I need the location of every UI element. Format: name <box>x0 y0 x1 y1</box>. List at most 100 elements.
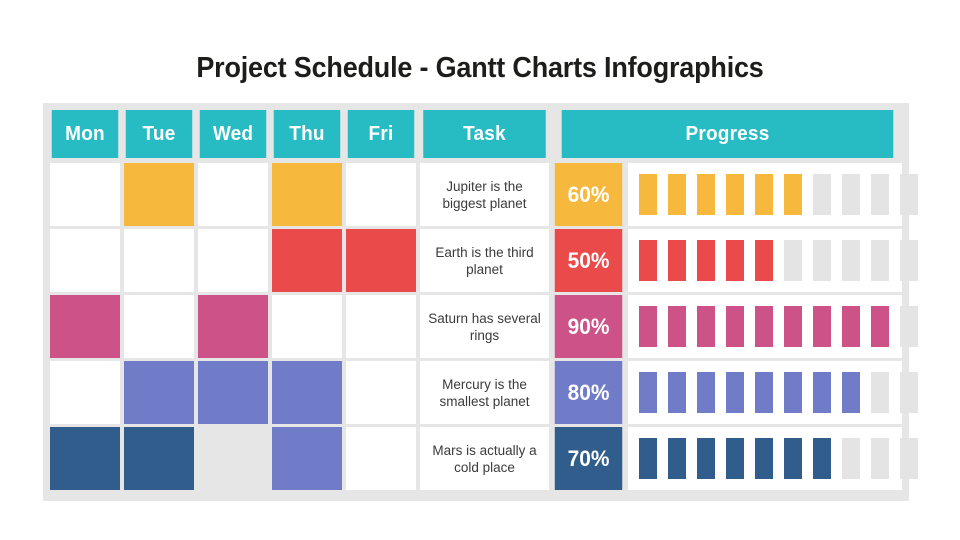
gantt-bar[interactable] <box>124 163 194 226</box>
progress-segment-filled <box>668 174 686 215</box>
column-header-fri[interactable]: Fri <box>347 110 415 158</box>
progress-segment-filled <box>755 306 773 347</box>
progress-percent: 80% <box>554 361 623 424</box>
day-cell-fri[interactable] <box>346 163 416 226</box>
progress-segment-filled <box>784 372 802 413</box>
progress-segment-empty <box>813 240 831 281</box>
progress-segment-filled <box>639 372 657 413</box>
progress-segment-empty <box>871 372 889 413</box>
gantt-bar[interactable] <box>50 427 120 490</box>
day-cell-mon[interactable] <box>50 361 120 424</box>
progress-segment-filled <box>784 174 802 215</box>
progress-segment-filled <box>842 372 860 413</box>
progress-segment-filled <box>639 306 657 347</box>
column-header-thu[interactable]: Thu <box>273 110 341 158</box>
progress-segments <box>628 295 918 358</box>
progress-segment-empty <box>900 240 918 281</box>
gantt-bar[interactable] <box>272 229 342 292</box>
day-cell-thu[interactable] <box>272 163 342 226</box>
progress-segment-empty <box>871 240 889 281</box>
task-label: Earth is the third planet <box>420 229 549 292</box>
progress-segment-empty <box>900 438 918 479</box>
day-cell-fri[interactable] <box>346 361 416 424</box>
gantt-bar[interactable] <box>198 361 268 424</box>
progress-segment-filled <box>697 174 715 215</box>
day-cell-thu[interactable] <box>272 427 342 490</box>
gantt-bar[interactable] <box>272 427 342 490</box>
gantt-bar[interactable] <box>50 295 120 358</box>
day-cell-mon[interactable] <box>50 229 120 292</box>
day-cell-mon[interactable] <box>50 163 120 226</box>
column-header-task[interactable]: Task <box>423 110 546 158</box>
progress-segment-empty <box>842 174 860 215</box>
table-row: Earth is the third planet 50% <box>43 229 918 292</box>
progress-segment-empty <box>842 240 860 281</box>
progress-segment-filled <box>697 372 715 413</box>
progress-segments <box>628 427 918 490</box>
progress-percent: 50% <box>554 229 623 292</box>
progress-segment-filled <box>639 240 657 281</box>
progress-segment-filled <box>755 372 773 413</box>
progress-segment-filled <box>639 438 657 479</box>
progress-segment-empty <box>900 306 918 347</box>
progress-segment-empty <box>900 174 918 215</box>
progress-segment-filled <box>813 372 831 413</box>
progress-percent: 70% <box>554 427 623 490</box>
day-cell-fri[interactable] <box>346 427 416 490</box>
column-header-tue[interactable]: Tue <box>125 110 193 158</box>
progress-segment-filled <box>813 306 831 347</box>
progress-segments <box>628 163 918 226</box>
task-label: Saturn has several rings <box>420 295 549 358</box>
progress-segment-empty <box>871 174 889 215</box>
progress-segment-filled <box>726 372 744 413</box>
day-cell-fri[interactable] <box>346 295 416 358</box>
column-header-wed[interactable]: Wed <box>199 110 267 158</box>
progress-segment-filled <box>697 240 715 281</box>
day-cell-tue[interactable] <box>124 295 194 358</box>
progress-segment-filled <box>755 240 773 281</box>
progress-segment-filled <box>784 306 802 347</box>
day-cell-tue[interactable] <box>124 361 194 424</box>
day-cell-wed[interactable] <box>198 295 268 358</box>
day-cell-wed[interactable] <box>198 361 268 424</box>
gantt-bar[interactable] <box>124 361 194 424</box>
progress-segment-filled <box>871 306 889 347</box>
day-cell-thu[interactable] <box>272 229 342 292</box>
gantt-bar[interactable] <box>198 295 268 358</box>
day-cell-tue[interactable] <box>124 229 194 292</box>
column-header-progress[interactable]: Progress <box>561 110 894 158</box>
progress-segment-empty <box>871 438 889 479</box>
task-label: Mercury is the smallest planet <box>420 361 549 424</box>
progress-segment-filled <box>639 174 657 215</box>
progress-segment-filled <box>668 372 686 413</box>
gantt-bar[interactable] <box>272 163 342 226</box>
gantt-bar[interactable] <box>272 361 342 424</box>
progress-segments <box>628 361 918 424</box>
progress-segment-filled <box>726 438 744 479</box>
gantt-bar[interactable] <box>346 229 416 292</box>
gantt-bar[interactable] <box>124 427 194 490</box>
day-cell-wed[interactable] <box>198 163 268 226</box>
table-header-row: Mon Tue Wed Thu Fri Task Progress <box>43 110 909 158</box>
task-label: Mars is actually a cold place <box>420 427 549 490</box>
day-cell-wed[interactable] <box>198 229 268 292</box>
table-row: Mars is actually a cold place 70% <box>43 427 918 490</box>
day-cell-tue[interactable] <box>124 427 194 490</box>
progress-percent: 60% <box>554 163 623 226</box>
day-cell-mon[interactable] <box>50 427 120 490</box>
day-cell-tue[interactable] <box>124 163 194 226</box>
day-cell-wed[interactable] <box>198 427 268 490</box>
progress-segment-filled <box>697 306 715 347</box>
column-header-mon[interactable]: Mon <box>51 110 119 158</box>
progress-segment-filled <box>726 306 744 347</box>
progress-segment-filled <box>784 438 802 479</box>
day-cell-thu[interactable] <box>272 361 342 424</box>
day-cell-fri[interactable] <box>346 229 416 292</box>
day-cell-mon[interactable] <box>50 295 120 358</box>
task-label: Jupiter is the biggest planet <box>420 163 549 226</box>
progress-segment-filled <box>755 438 773 479</box>
day-cell-thu[interactable] <box>272 295 342 358</box>
progress-segment-filled <box>726 174 744 215</box>
progress-segment-filled <box>813 438 831 479</box>
page-title: Project Schedule - Gantt Charts Infograp… <box>196 52 764 84</box>
